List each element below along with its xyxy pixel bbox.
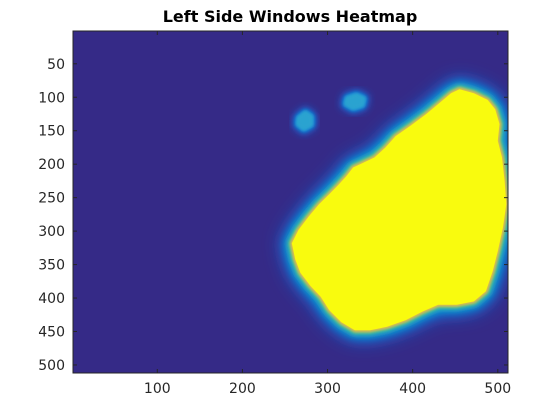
axes-box: [72, 30, 509, 374]
x-tick-label: 400: [399, 381, 426, 397]
y-tick-label: 50: [47, 57, 65, 73]
heatmap-region-main: [281, 79, 508, 341]
x-tick-label: 100: [144, 381, 171, 397]
chart-title: Left Side Windows Heatmap: [163, 7, 418, 26]
x-tick-label: 300: [314, 381, 341, 397]
y-tick-label: 300: [38, 224, 65, 240]
heatmap-region-blob-left: [292, 107, 317, 135]
y-tick-label: 200: [38, 157, 65, 173]
y-tick-label: 350: [38, 258, 65, 274]
x-tick-label: 500: [484, 381, 511, 397]
heat-core-blob-left: [296, 111, 313, 131]
plot-area: [73, 31, 508, 373]
y-tick-label: 500: [38, 358, 65, 374]
y-tick-label: 400: [38, 291, 65, 307]
heat-core-main: [291, 89, 507, 331]
y-tick-label: 450: [38, 325, 65, 341]
y-tick-label: 100: [38, 90, 65, 106]
heatmap-region-blob-upper: [340, 89, 369, 114]
axes: 100 200 300 400 500 50 100 150 200 250 300 350 400 45…: [38, 30, 511, 397]
heat-core-blob-upper: [344, 93, 365, 110]
y-tick-label: 250: [38, 191, 65, 207]
x-tick-label: 200: [229, 381, 256, 397]
heatmap-regions: [281, 79, 508, 341]
y-tick-label: 150: [38, 124, 65, 140]
